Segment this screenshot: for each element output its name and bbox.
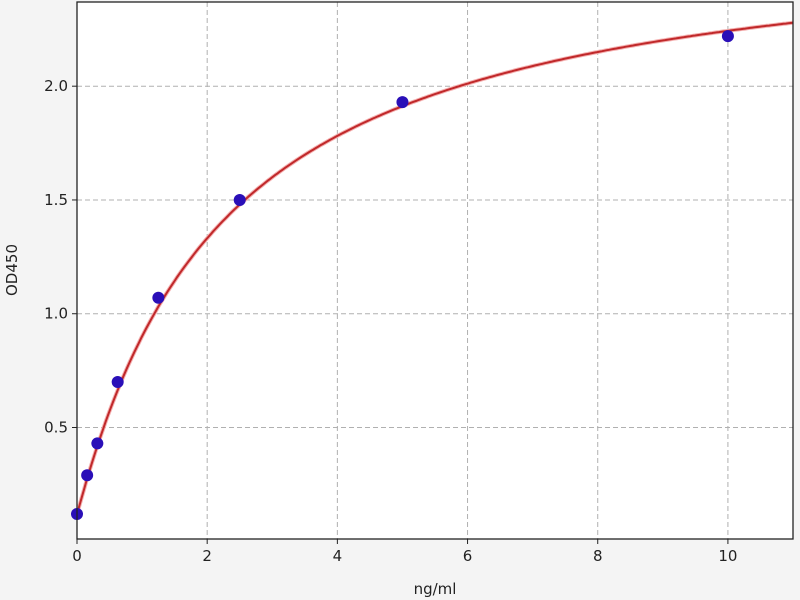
x-axis-label: ng/ml (414, 580, 457, 598)
y-tick-label: 0.5 (44, 419, 68, 437)
y-tick-label: 1.5 (44, 191, 68, 209)
x-tick-label: 6 (463, 547, 473, 565)
grid (77, 2, 793, 539)
plot-area (77, 2, 793, 539)
x-tick-label: 4 (333, 547, 343, 565)
x-axis: 0 2 4 6 8 10 (72, 539, 737, 565)
y-axis: 0.5 1.0 1.5 2.0 (44, 77, 77, 437)
y-axis-label: OD450 (3, 244, 21, 296)
x-tick-label: 10 (718, 547, 737, 565)
data-point (111, 375, 124, 388)
data-point (396, 96, 409, 109)
x-tick-label: 0 (72, 547, 82, 565)
fit-curve (76, 21, 794, 515)
data-point (91, 437, 104, 450)
data-point (81, 469, 94, 482)
x-tick-label: 8 (593, 547, 603, 565)
y-tick-label: 2.0 (44, 77, 68, 95)
data-point (721, 30, 734, 43)
y-tick-label: 1.0 (44, 305, 68, 323)
x-tick-label: 2 (202, 547, 212, 565)
data-point (152, 291, 165, 304)
points-layer (71, 30, 734, 520)
fit-curve-layer (75, 20, 794, 515)
plot-frame (76, 1, 794, 540)
data-point (233, 193, 246, 206)
